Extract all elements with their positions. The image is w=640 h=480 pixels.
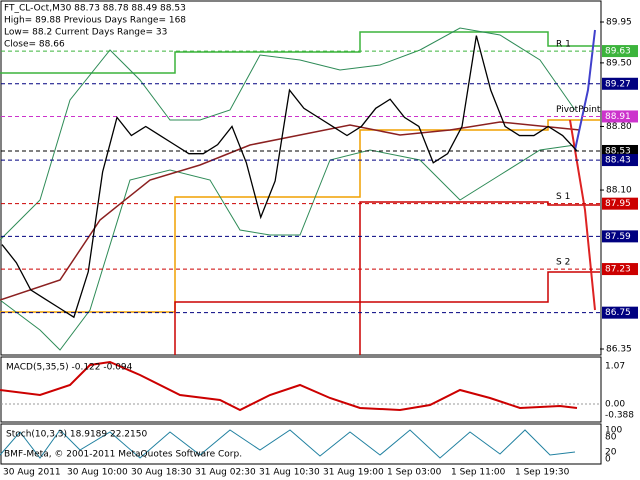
time-label: 1 Sep 03:00 <box>387 468 442 478</box>
price-tick-label: 88.80 <box>606 122 632 132</box>
header-high: High= 89.88 Previous Days Range= 168 <box>4 16 186 26</box>
stoch-tick: 0 <box>605 455 611 465</box>
level-label: 87.95 <box>605 199 631 209</box>
stoch-frame <box>0 423 602 465</box>
macd-tick: -0.388 <box>605 411 634 421</box>
copyright: BMF-Meta, © 2001-2011 MetaQuotes Softwar… <box>4 450 242 460</box>
level-label: 87.23 <box>605 265 631 275</box>
level-box <box>602 197 638 210</box>
level-tag: PivotPoint <box>556 105 601 115</box>
price-tick-label: 89.50 <box>606 58 632 68</box>
level-tag: S 1 <box>556 192 570 202</box>
lower-band <box>0 144 576 351</box>
time-label: 30 Aug 2011 <box>3 468 61 478</box>
main-frame <box>0 0 602 356</box>
r1-step <box>0 31 600 74</box>
level-box <box>602 45 638 58</box>
level-label: 88.53 <box>605 146 631 156</box>
level-box <box>602 230 638 243</box>
up-arrow <box>574 29 596 151</box>
level-label: 87.59 <box>605 232 631 242</box>
stoch-tick: 100 <box>605 426 622 436</box>
level-tag: R 1 <box>556 40 571 50</box>
macd-signal <box>0 360 578 412</box>
level-label: 88.91 <box>605 112 631 122</box>
time-label: 1 Sep 19:30 <box>515 468 570 478</box>
level-label: 86.75 <box>605 308 631 318</box>
macd-title: MACD(5,35,5) -0.122 -0.094 <box>6 363 133 373</box>
price-line <box>1 35 578 319</box>
header-symbol: FT_CL-Oct,M30 88.73 88.78 88.49 88.53 <box>4 4 186 14</box>
moving-average <box>0 121 581 301</box>
stoch-title: Stoch(10,3,3) 18.9189 22.2150 <box>6 430 147 440</box>
level-box <box>602 154 638 167</box>
header-low: Low= 88.2 Current Days Range= 33 <box>4 28 167 38</box>
price-tick-label: 89.95 <box>606 18 632 28</box>
level-label: 89.27 <box>605 79 631 89</box>
level-box <box>602 306 638 319</box>
level-box <box>602 110 638 123</box>
time-label: 31 Aug 02:30 <box>195 468 256 478</box>
macd-tick: 1.07 <box>605 362 625 372</box>
time-label: 30 Aug 18:30 <box>131 468 192 478</box>
upper-band <box>0 27 576 241</box>
level-box <box>602 77 638 90</box>
time-label: 31 Aug 10:30 <box>259 468 320 478</box>
pp-step <box>0 119 600 313</box>
s1-step <box>174 201 600 355</box>
s2-step <box>359 271 600 355</box>
time-label: 31 Aug 19:00 <box>323 468 384 478</box>
level-label: 89.63 <box>605 47 631 57</box>
level-label: 88.43 <box>605 156 631 166</box>
time-label: 1 Sep 11:00 <box>451 468 506 478</box>
stoch-main <box>0 429 576 459</box>
level-box <box>602 263 638 276</box>
price-tick-label: 88.10 <box>606 186 632 196</box>
macd-tick: 0.00 <box>605 400 625 410</box>
price-tick-label: 86.35 <box>606 345 632 355</box>
stoch-tick: 80 <box>605 433 617 443</box>
level-box <box>602 144 638 157</box>
time-label: 30 Aug 10:00 <box>67 468 128 478</box>
level-tag: S 2 <box>556 258 570 268</box>
header-close: Close= 88.66 <box>4 40 65 50</box>
stoch-tick: 20 <box>605 448 617 458</box>
